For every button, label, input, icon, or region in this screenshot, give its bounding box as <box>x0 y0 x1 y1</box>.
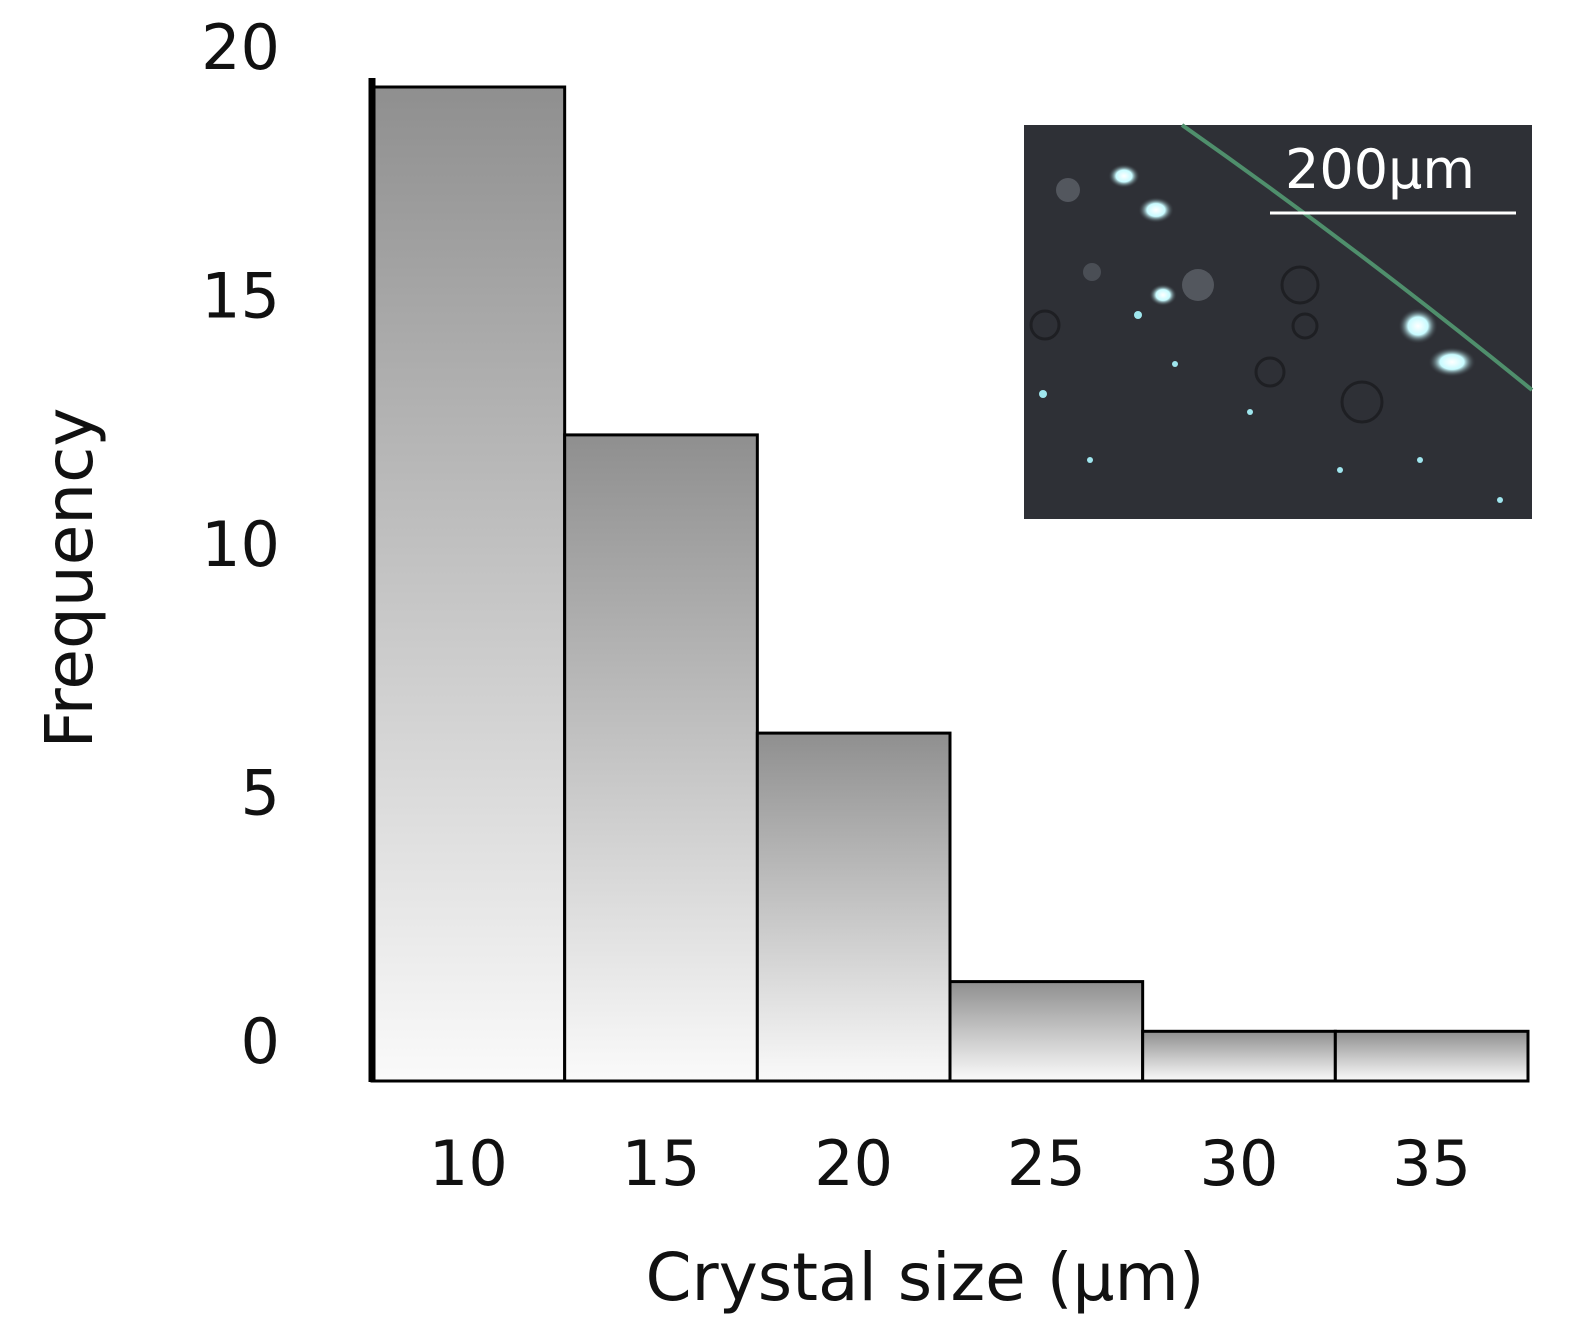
y-tick-label: 15 <box>201 260 280 333</box>
bar-15 <box>563 433 759 1083</box>
bar-20 <box>755 731 952 1083</box>
micrograph-inset: 200μm <box>1024 123 1534 519</box>
bars-layer <box>370 85 1530 1083</box>
y-axis-label: Frequency <box>31 408 108 749</box>
x-tick-label: 15 <box>622 1127 701 1200</box>
bar-10 <box>370 85 567 1083</box>
x-tick-labels: 10 15 20 25 30 35 <box>429 1127 1471 1200</box>
scale-bar-label: 200μm <box>1285 138 1475 201</box>
bar-35 <box>1333 1029 1530 1083</box>
x-tick-label: 30 <box>1200 1127 1279 1200</box>
bar-25 <box>948 980 1145 1083</box>
x-tick-label: 35 <box>1392 1127 1471 1200</box>
x-tick-label: 10 <box>429 1127 508 1200</box>
x-axis-label: Crystal size (μm) <box>645 1239 1204 1316</box>
x-tick-label: 20 <box>814 1127 893 1200</box>
x-tick-label: 25 <box>1007 1127 1086 1200</box>
y-tick-label: 5 <box>241 757 280 830</box>
y-tick-label: 20 <box>201 11 280 84</box>
y-tick-labels: 0 5 10 15 20 <box>201 11 280 1078</box>
bar-30 <box>1141 1029 1337 1083</box>
y-tick-label: 0 <box>241 1005 280 1078</box>
y-tick-label: 10 <box>201 508 280 581</box>
